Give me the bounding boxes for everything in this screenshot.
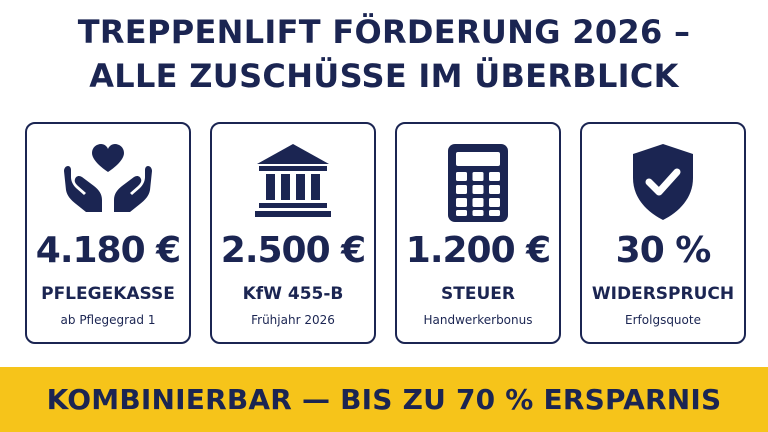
page-title: TREPPENLIFT FÖRDERUNG 2026 – ALLE ZUSCHÜ… <box>0 10 768 98</box>
subsidy-cards: 4.180 € PFLEGEKASSE ab Pflegegrad 1 2.50… <box>25 122 746 344</box>
card-label: WIDERSPRUCH <box>591 284 735 304</box>
card-widerspruch: 30 % WIDERSPRUCH Erfolgsquote <box>580 122 746 344</box>
card-subtitle: ab Pflegegrad 1 <box>60 313 156 327</box>
savings-banner: KOMBINIERBAR — BIS ZU 70 % ERSPARNIS <box>0 367 768 432</box>
card-pflegekasse: 4.180 € PFLEGEKASSE ab Pflegegrad 1 <box>25 122 191 344</box>
card-subtitle: Erfolgsquote <box>625 313 701 327</box>
amount-value: 30 % <box>615 230 712 271</box>
title-line-2: ALLE ZUSCHÜSSE IM ÜBERBLICK <box>89 57 679 95</box>
amount-value: 1.200 € <box>405 230 551 271</box>
bank-building-icon <box>212 144 374 230</box>
card-label: STEUER <box>441 284 515 304</box>
banner-text: KOMBINIERBAR — BIS ZU 70 % ERSPARNIS <box>46 383 722 416</box>
shield-check-icon <box>582 144 744 230</box>
card-subtitle: Handwerkerbonus <box>423 313 533 327</box>
card-label: KfW 455-B <box>242 284 344 304</box>
hands-heart-icon <box>27 144 189 230</box>
card-label: PFLEGEKASSE <box>41 284 175 304</box>
card-steuer: 1.200 € STEUER Handwerkerbonus <box>395 122 561 344</box>
calculator-icon <box>397 144 559 230</box>
card-subtitle: Frühjahr 2026 <box>251 313 335 327</box>
amount-value: 2.500 € <box>220 230 366 271</box>
amount-value: 4.180 € <box>35 230 181 271</box>
title-line-1: TREPPENLIFT FÖRDERUNG 2026 – <box>77 13 691 51</box>
card-kfw: 2.500 € KfW 455-B Frühjahr 2026 <box>210 122 376 344</box>
